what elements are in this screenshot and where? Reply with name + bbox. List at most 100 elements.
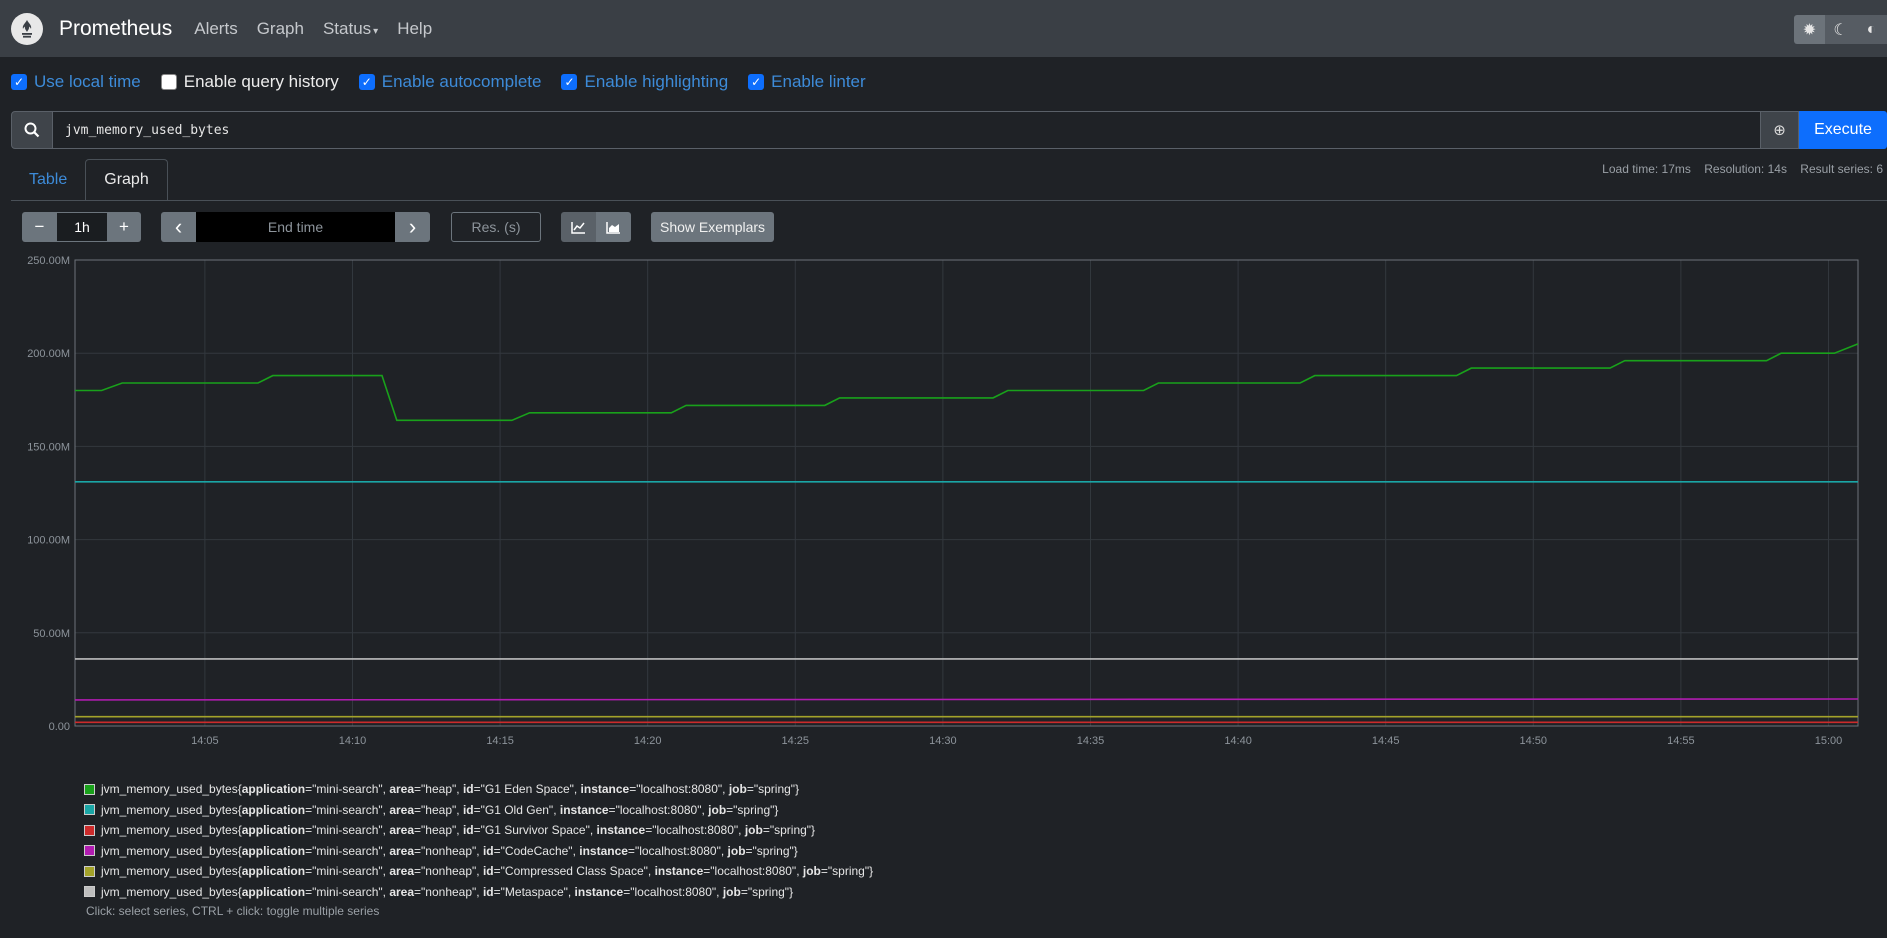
resolution-input[interactable]: Res. (s) [451,212,541,242]
legend-sep: , [476,864,483,879]
legend-val: "CodeCache" [500,843,573,858]
option-use-local-time[interactable]: ✓ Use local time [11,72,141,92]
nav-graph[interactable]: Graph [256,18,304,38]
result-series: Result series: 6 [1800,162,1883,176]
legend-sep: , [796,864,803,879]
legend-key: application [241,823,306,838]
legend-val: "G1 Survivor Space" [480,823,590,838]
legend-sep: , [456,782,463,797]
legend-key: instance [574,884,624,899]
legend-sep: , [573,782,581,797]
option-enable-autocomplete[interactable]: ✓ Enable autocomplete [358,72,541,92]
range-control: − 1h + [22,212,141,242]
checkbox-checked-icon[interactable]: ✓ [11,74,27,90]
stacked-chart-icon[interactable] [596,212,631,242]
chevron-left-icon[interactable]: ‹ [161,212,196,242]
legend-eq: = [305,864,313,879]
y-tick-label: 50.00M [33,628,70,640]
legend-key: area [389,843,415,858]
tab-table[interactable]: Table [29,171,68,188]
line-chart-icon[interactable] [561,212,596,242]
end-time-input[interactable]: End time [196,212,395,242]
legend-val: "spring" [747,884,790,899]
navbar: Prometheus Alerts Graph Status ▾ Help ✹ ☾… [0,0,1887,57]
legend-swatch-icon [84,804,95,816]
checkbox-checked-icon[interactable]: ✓ [358,74,375,90]
tab-divider [11,200,1887,201]
legend-key: instance [580,782,630,797]
decrease-range-button[interactable]: − [22,212,57,242]
legend-key: instance [579,843,628,858]
legend-key: area [389,823,415,838]
checkbox-checked-icon[interactable]: ✓ [748,74,765,90]
legend-eq: = [414,843,422,858]
legend-eq: = [305,802,313,817]
legend-eq: = [726,802,734,817]
legend-key: id [462,782,474,797]
legend-eq: = [762,823,770,838]
legend-item[interactable]: jvm_memory_used_bytes{application="mini-… [84,779,873,800]
legend-eq: = [493,864,501,879]
range-input[interactable]: 1h [57,212,107,242]
legend-eq: = [414,802,422,817]
legend-sep: , [456,802,463,817]
tab-graph[interactable]: Graph [85,159,168,201]
query-bar: ⊕ Execute [11,111,1887,149]
legend-brace: { [237,864,242,879]
legend-eq: = [745,843,753,858]
option-enable-highlighting[interactable]: ✓ Enable highlighting [561,72,728,92]
legend-key: id [482,864,494,879]
legend-eq: = [414,823,422,838]
option-enable-query-history[interactable]: Enable query history [160,72,339,92]
y-tick-label: 200.00M [27,348,70,360]
legend-key: id [462,823,474,838]
nav-status[interactable]: Status ▾ [323,19,378,39]
legend-val: "spring" [827,864,870,879]
checkbox-unchecked-icon[interactable] [160,74,177,90]
legend-key: application [241,864,306,879]
nav-alerts[interactable]: Alerts [194,18,238,38]
series-line [75,343,1859,422]
legend-val: "mini-search" [312,782,383,797]
legend-item[interactable]: jvm_memory_used_bytes{application="mini-… [84,800,873,821]
half-circle-icon[interactable]: ◐ [1856,15,1887,44]
legend-label: jvm_memory_used_bytes{application="mini-… [101,844,798,858]
chart-type-control [561,212,631,242]
legend-sep: , [701,802,709,817]
legend-val: "localhost:8080" [652,823,739,838]
legend-val: "mini-search" [312,843,383,858]
legend-sep: , [476,843,483,858]
chart-svg[interactable]: 0.00 50.00M 100.00M 150.00M 200.00M 250.00M 14… [0,248,1887,748]
legend-brace: { [237,802,242,817]
legend-key: id [462,802,474,817]
graph-chart[interactable]: 0.00 50.00M 100.00M 150.00M 200.00M 250.00M 14… [0,248,1887,748]
show-exemplars-button[interactable]: Show Exemplars [651,212,775,242]
legend-brace: { [237,782,242,797]
legend-key: area [389,782,415,797]
sun-icon[interactable]: ✹ [1794,15,1825,44]
execute-button[interactable]: Execute [1799,111,1887,149]
option-enable-linter[interactable]: ✓ Enable linter [748,72,866,92]
moon-icon[interactable]: ☾ [1825,15,1856,44]
legend-val: "spring" [752,843,794,858]
legend-key: job [727,843,746,858]
prometheus-logo-icon[interactable] [11,12,43,45]
checkbox-checked-icon[interactable]: ✓ [561,74,578,90]
series-legend: jvm_memory_used_bytes{application="mini-… [84,779,873,902]
increase-range-button[interactable]: + [107,212,141,242]
x-tick-label: 14:05 [191,735,219,747]
legend-item[interactable]: jvm_memory_used_bytes{application="mini-… [84,861,873,882]
legend-item[interactable]: jvm_memory_used_bytes{application="mini-… [84,841,873,862]
legend-item[interactable]: jvm_memory_used_bytes{application="mini-… [84,820,873,841]
nav-help[interactable]: Help [397,18,433,38]
expression-input[interactable] [53,111,1761,149]
legend-val: "heap" [421,823,457,838]
legend-brace: } [789,884,794,899]
legend-val: "nonheap" [421,864,477,879]
brand-title[interactable]: Prometheus [59,16,173,40]
legend-eq: = [703,864,711,879]
y-tick-label: 250.00M [27,255,70,267]
metrics-explorer-icon[interactable]: ⊕ [1761,111,1799,149]
chevron-right-icon[interactable]: › [395,212,430,242]
legend-item[interactable]: jvm_memory_used_bytes{application="mini-… [84,882,873,903]
